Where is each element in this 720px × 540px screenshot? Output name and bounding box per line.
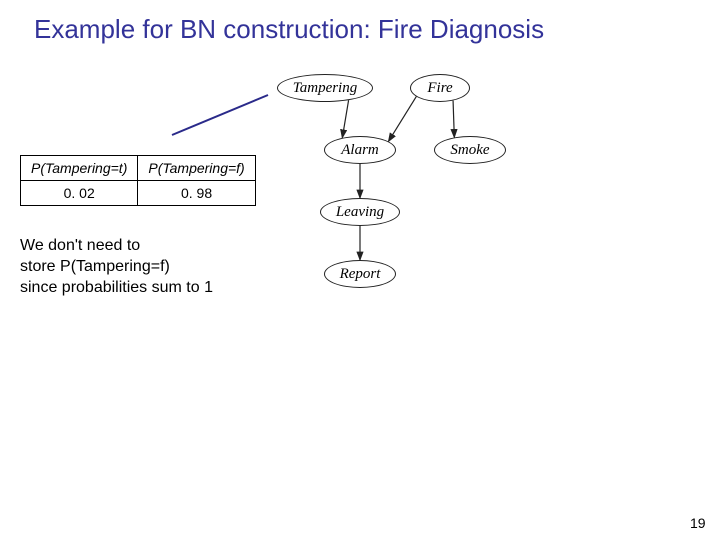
- edge-fire-smoke: [453, 101, 454, 138]
- probability-table: P(Tampering=t) P(Tampering=f) 0. 02 0. 9…: [20, 155, 256, 206]
- node-fire: Fire: [410, 74, 470, 102]
- note-text: We don't need to store P(Tampering=f) si…: [20, 236, 213, 298]
- node-alarm: Alarm: [324, 136, 396, 164]
- pointer-line: [172, 95, 268, 135]
- table-row: 0. 02 0. 98: [21, 181, 256, 206]
- node-smoke: Smoke: [434, 136, 506, 164]
- table-header: P(Tampering=f): [138, 156, 255, 181]
- table-cell: 0. 98: [138, 181, 255, 206]
- note-line: since probabilities sum to 1: [20, 279, 213, 296]
- edge-fire-alarm: [388, 97, 416, 142]
- note-line: We don't need to: [20, 237, 140, 254]
- table-cell: 0. 02: [21, 181, 138, 206]
- note-line: store P(Tampering=f): [20, 258, 170, 275]
- node-tampering: Tampering: [277, 74, 373, 102]
- page-title: Example for BN construction: Fire Diagno…: [34, 14, 544, 45]
- edge-tampering-alarm: [342, 100, 348, 138]
- table-header-row: P(Tampering=t) P(Tampering=f): [21, 156, 256, 181]
- node-leaving: Leaving: [320, 198, 400, 226]
- table-header: P(Tampering=t): [21, 156, 138, 181]
- node-report: Report: [324, 260, 396, 288]
- page-number: 19: [690, 515, 706, 531]
